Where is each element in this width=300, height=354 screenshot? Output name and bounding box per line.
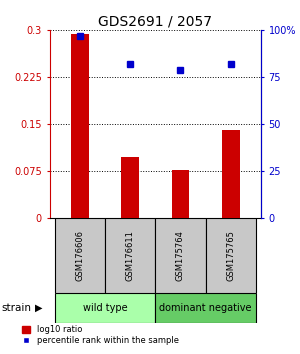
Bar (172, 170, 189, 218)
Bar (55, 218, 105, 293)
Text: GSM176611: GSM176611 (126, 230, 135, 281)
Bar (121, 157, 139, 218)
Bar (222, 130, 240, 218)
Text: wild type: wild type (82, 303, 127, 313)
Text: strain: strain (2, 303, 31, 313)
Title: GDS2691 / 2057: GDS2691 / 2057 (98, 15, 212, 29)
Text: GSM175765: GSM175765 (226, 230, 235, 281)
Bar (206, 218, 256, 293)
Text: ▶: ▶ (35, 303, 43, 313)
Text: GSM176606: GSM176606 (75, 230, 84, 281)
Legend: log10 ratio, percentile rank within the sample: log10 ratio, percentile rank within the … (22, 325, 179, 345)
Bar (71, 34, 88, 218)
Bar (155, 218, 206, 293)
Bar (105, 218, 155, 293)
Bar (155, 293, 256, 323)
Text: GSM175764: GSM175764 (176, 230, 185, 281)
Text: dominant negative: dominant negative (159, 303, 252, 313)
Bar (55, 293, 155, 323)
